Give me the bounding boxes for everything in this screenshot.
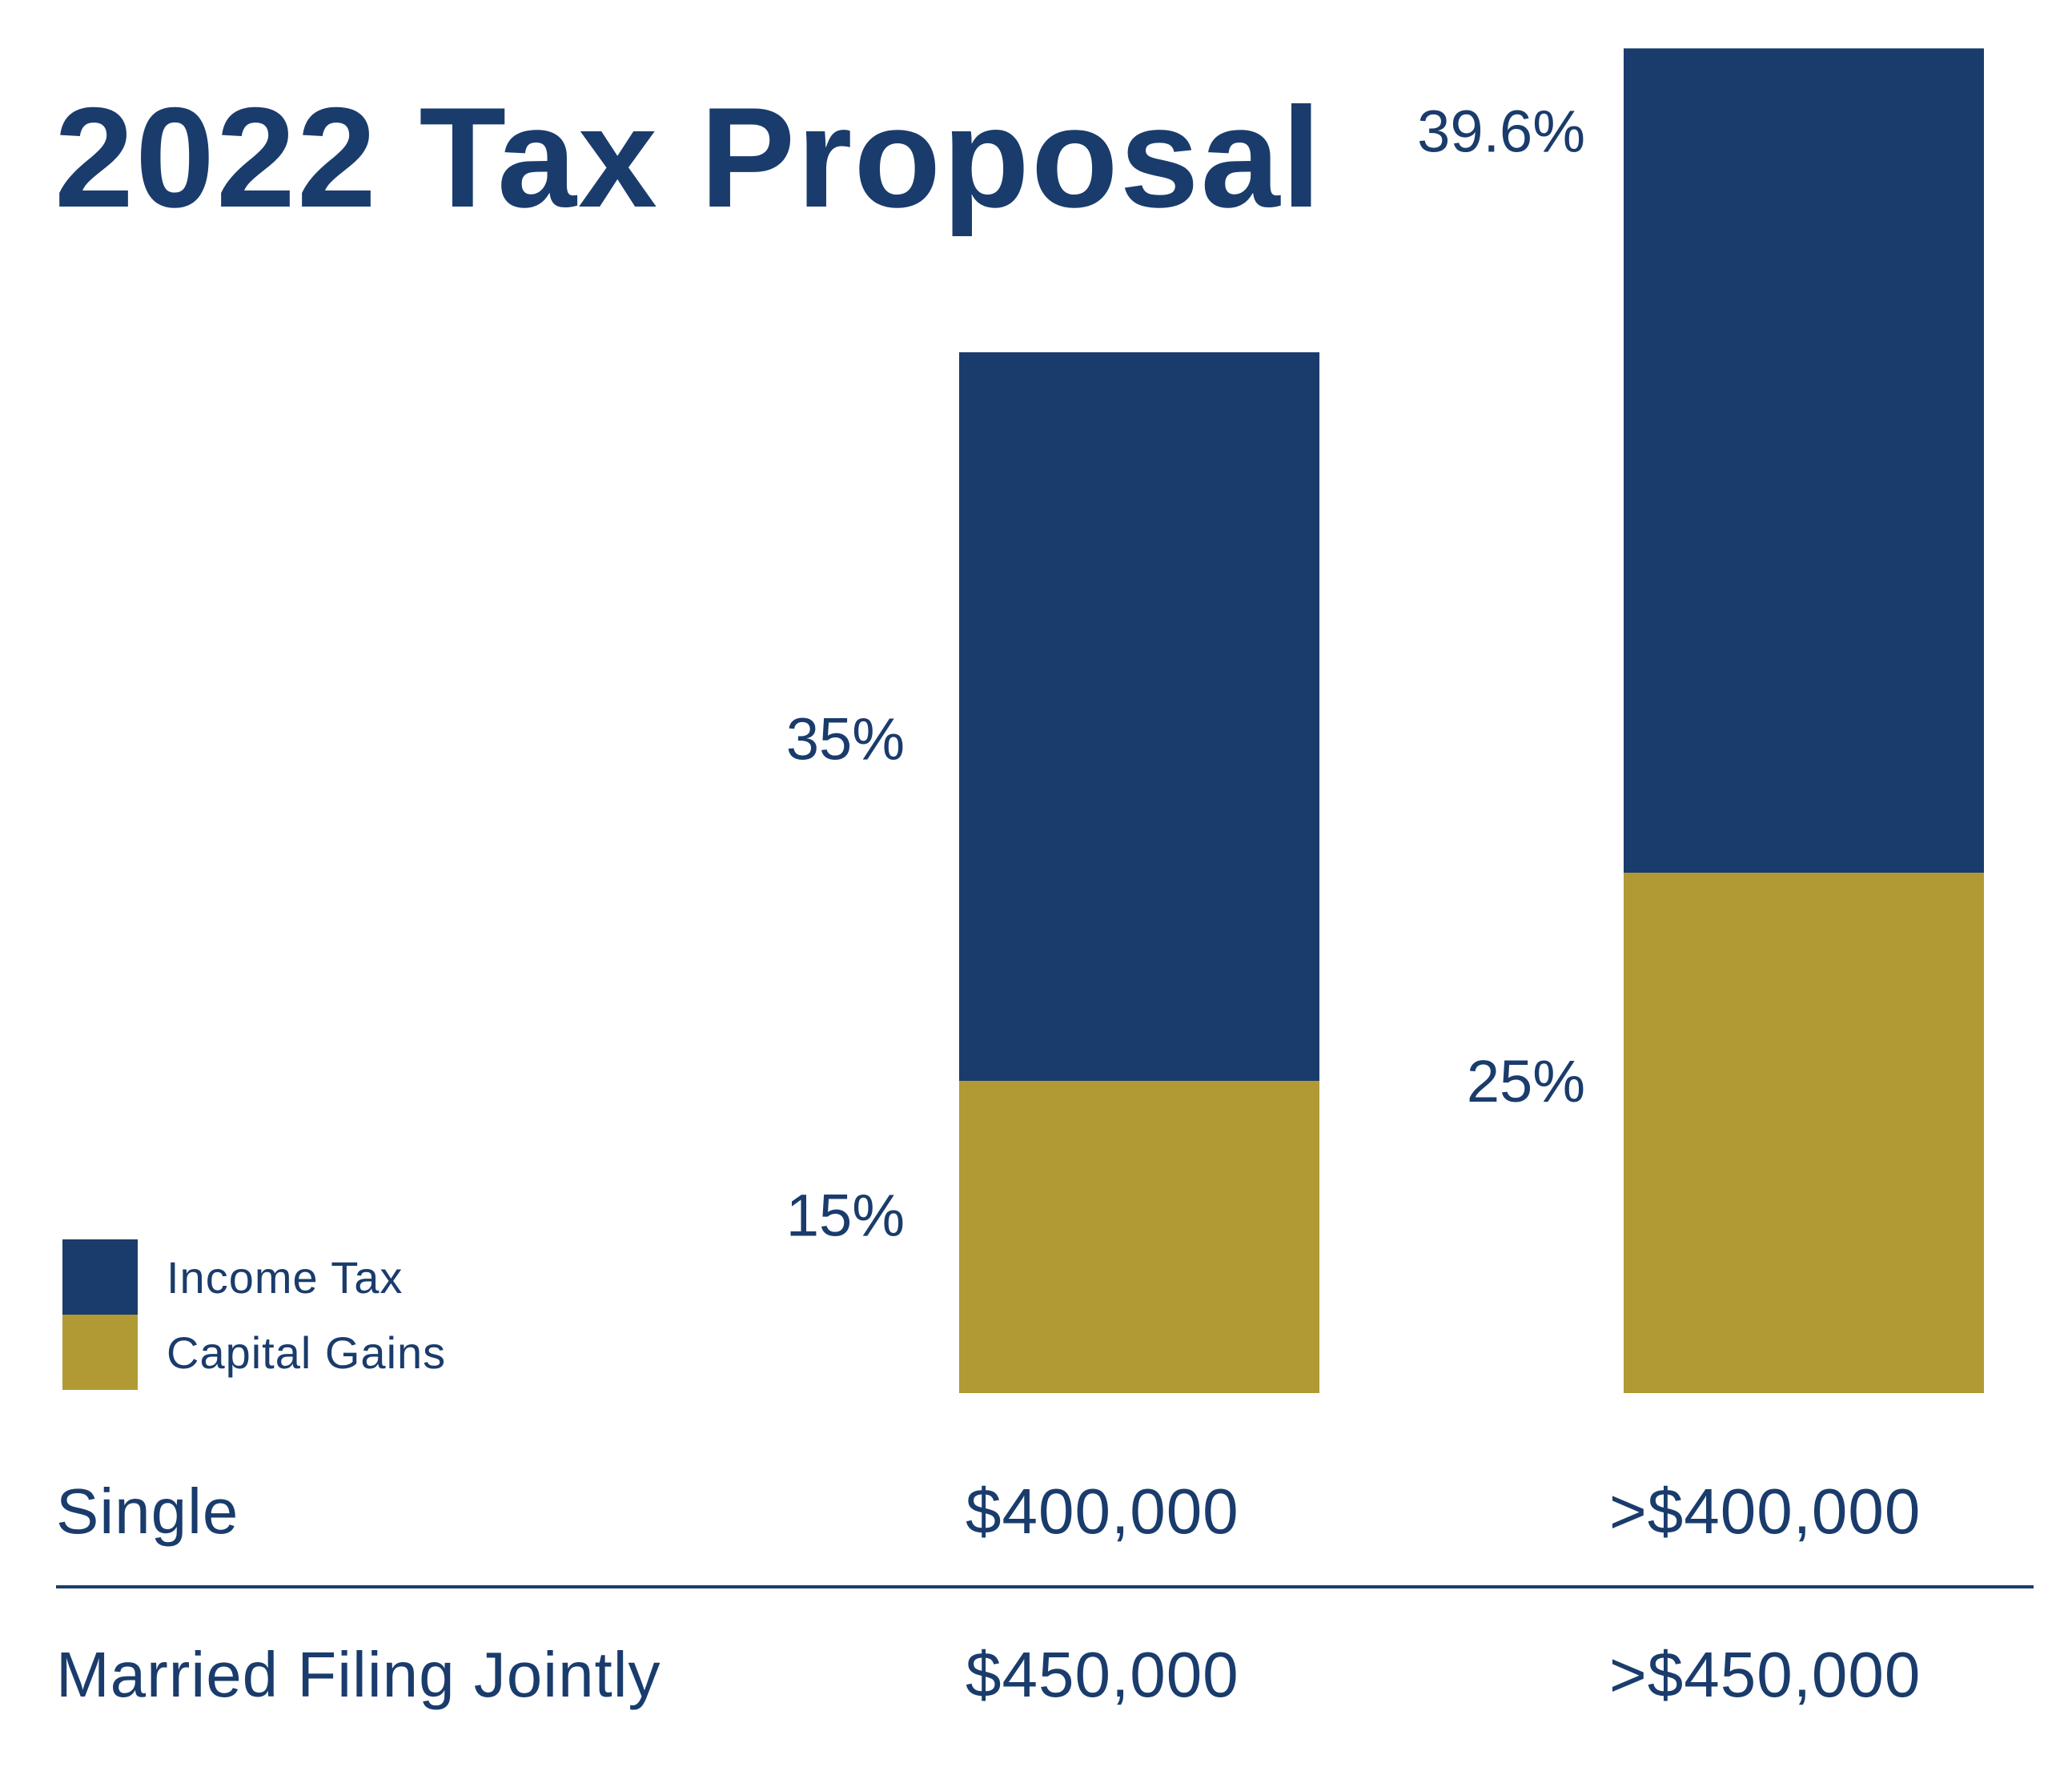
legend-swatch-income-tax (62, 1239, 138, 1315)
bar-capital-gains-2 (1624, 873, 1984, 1393)
data-label-income-tax-2: 39.6% (1417, 98, 1585, 164)
threshold-married: $450,000 (966, 1639, 1239, 1710)
data-label-capital-gains-2: 25% (1467, 1048, 1585, 1114)
data-label-capital-gains-1: 15% (786, 1183, 905, 1249)
table-divider (56, 1585, 2034, 1588)
threshold-single: $400,000 (966, 1476, 1239, 1547)
threshold-above-single: >$400,000 (1609, 1476, 1921, 1547)
stacked-bar-chart: 15% 35% 25% 39.6% (786, 48, 1984, 1393)
table-row-married: Married Filing Jointly $450,000 >$450,00… (0, 1638, 2072, 1734)
legend-item-capital-gains: Capital Gains (62, 1315, 446, 1390)
row-label-single: Single (56, 1476, 239, 1547)
data-label-income-tax-1: 35% (786, 705, 905, 772)
threshold-above-married: >$450,000 (1609, 1639, 1921, 1710)
table-row-single: Single $400,000 >$400,000 (0, 1475, 2072, 1571)
chart-legend: Income Tax Capital Gains (62, 1239, 446, 1390)
bar-income-tax-1 (959, 352, 1319, 1081)
bar-capital-gains-1 (959, 1081, 1319, 1393)
legend-label-income-tax: Income Tax (167, 1251, 404, 1303)
legend-swatch-capital-gains (62, 1315, 138, 1390)
bar-income-tax-2 (1624, 48, 1984, 873)
chart-title: 2022 Tax Proposal (54, 78, 1323, 237)
row-label-married: Married Filing Jointly (56, 1639, 661, 1710)
legend-item-income-tax: Income Tax (62, 1239, 446, 1315)
legend-label-capital-gains: Capital Gains (167, 1327, 447, 1378)
